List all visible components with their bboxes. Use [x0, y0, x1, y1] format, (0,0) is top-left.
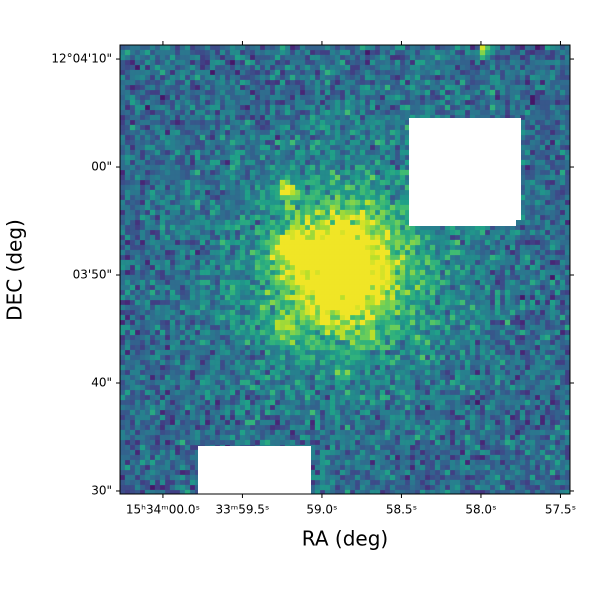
y-tick-label: 12°04'10" [51, 52, 112, 66]
masked-region [409, 118, 521, 220]
y-axis-label: DEC (deg) [3, 219, 27, 321]
plot-frame [119, 44, 571, 495]
x-tick-label: 58.0ˢ [465, 503, 496, 517]
x-tick-label: 57.5ˢ [545, 503, 576, 517]
y-tick-label: 03'50" [73, 268, 112, 282]
x-axis-label: RA (deg) [302, 527, 388, 551]
x-tick-label: 15ʰ34ᵐ00.0ˢ [126, 503, 200, 517]
masked-region [198, 446, 311, 494]
x-tick-label: 58.5ˢ [386, 503, 417, 517]
image-pixels [269, 184, 401, 326]
image [119, 44, 571, 495]
y-tick-label: 40" [91, 375, 112, 389]
x-tick-label: 59.0ˢ [306, 503, 337, 517]
x-tick-label: 33ᵐ59.5ˢ [215, 503, 269, 517]
masked-region [409, 218, 516, 226]
y-tick-label: 30" [91, 483, 112, 497]
y-tick-label: 00" [91, 160, 112, 174]
